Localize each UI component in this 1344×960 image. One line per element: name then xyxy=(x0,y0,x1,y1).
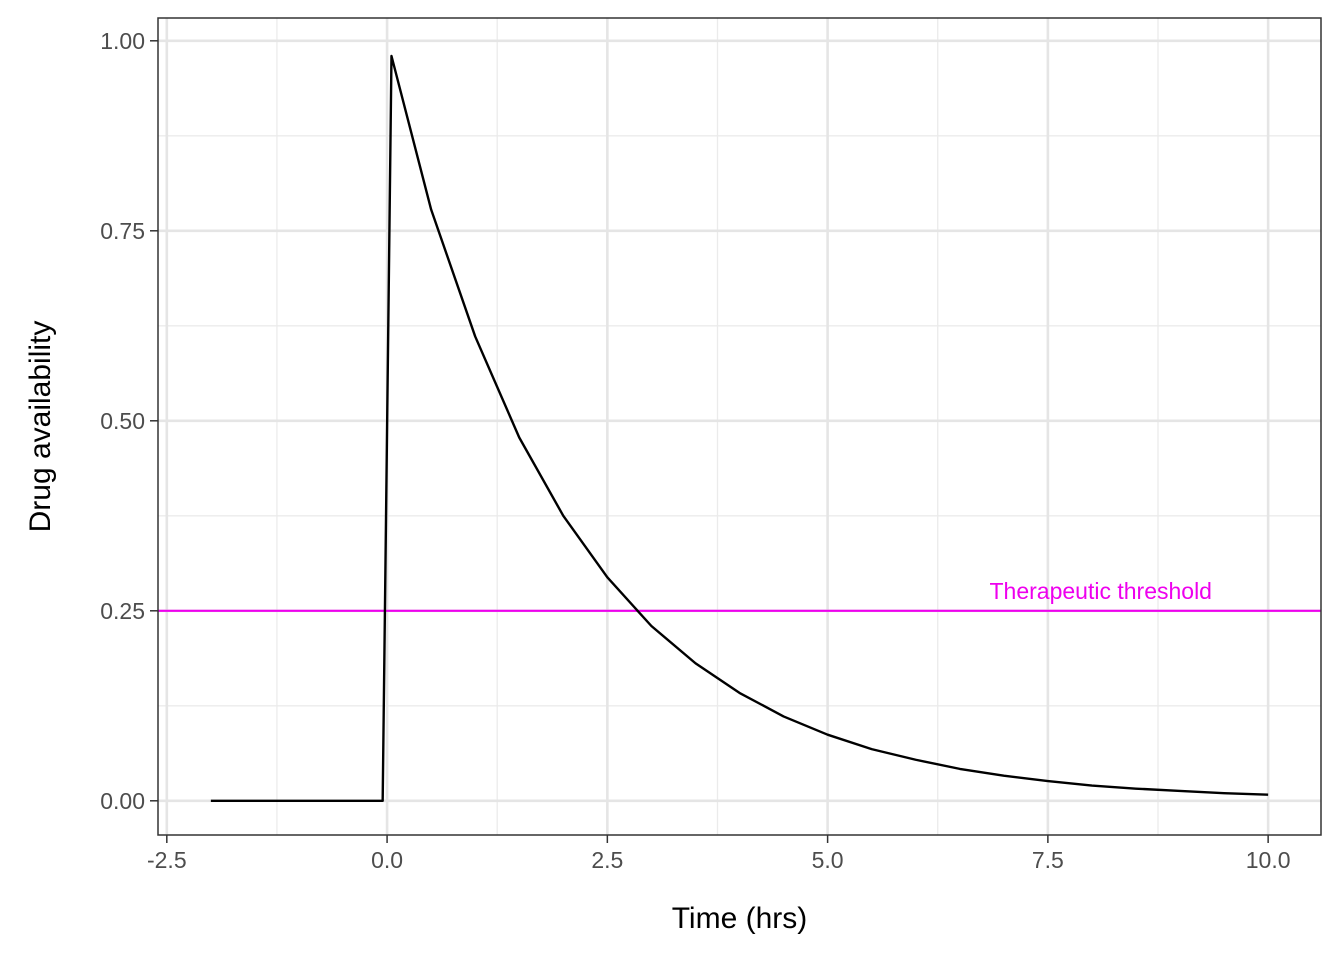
y-tick-label: 0.25 xyxy=(100,598,145,624)
threshold-layer: Therapeutic threshold xyxy=(158,578,1321,612)
x-tick-label: 2.5 xyxy=(591,847,623,873)
x-axis-title: Time (hrs) xyxy=(672,902,808,935)
y-axis-title: Drug availability xyxy=(24,321,57,533)
y-tick-label: 0.75 xyxy=(100,218,145,244)
y-axis: 0.00 0.25 0.50 0.75 1.00 xyxy=(100,28,158,814)
x-tick-label: 5.0 xyxy=(812,847,844,873)
y-tick-label: 0.00 xyxy=(100,788,145,814)
x-tick-label: 0.0 xyxy=(371,847,403,873)
x-tick-label: -2.5 xyxy=(147,847,187,873)
y-tick-label: 0.50 xyxy=(100,408,145,434)
x-axis: -2.5 0.0 2.5 5.0 7.5 10.0 xyxy=(147,835,1291,873)
threshold-label: Therapeutic threshold xyxy=(990,578,1212,604)
x-tick-label: 7.5 xyxy=(1032,847,1064,873)
series-line xyxy=(210,54,1269,802)
major-gridlines xyxy=(158,18,1321,835)
x-tick-label: 10.0 xyxy=(1246,847,1291,873)
plot-panel-border xyxy=(157,17,1322,836)
y-tick-label: 1.00 xyxy=(100,28,145,54)
minor-gridlines xyxy=(158,18,1321,835)
series-layer xyxy=(210,54,1269,802)
